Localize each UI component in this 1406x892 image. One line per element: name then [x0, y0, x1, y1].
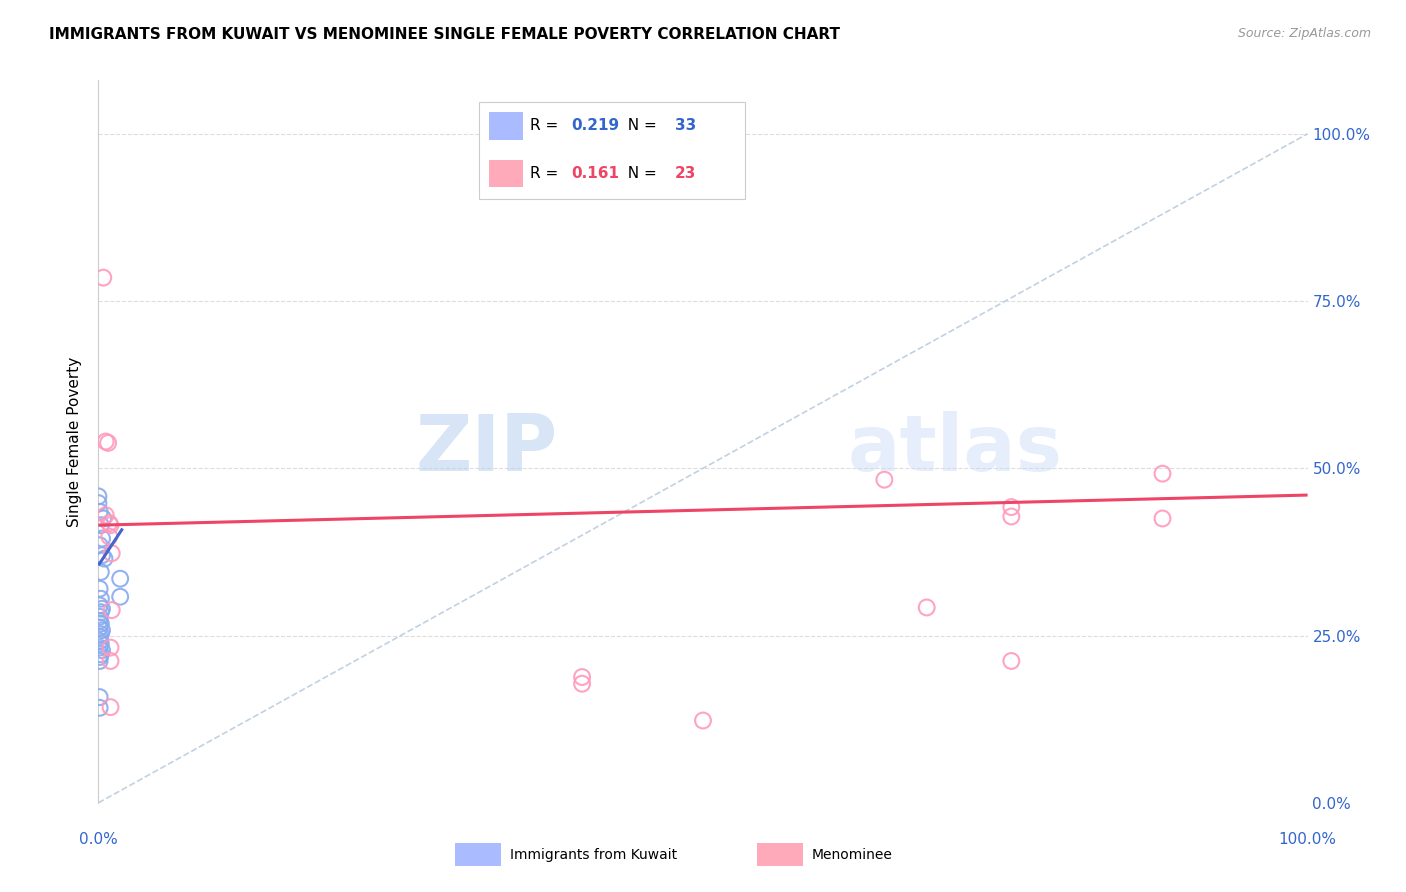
Point [94, 434, 117, 449]
Point [97, 435, 120, 450]
Point [89, 690, 111, 705]
Text: atlas: atlas [848, 410, 1063, 487]
Point [1152, 511, 1174, 525]
Text: 100.0%: 100.0% [1278, 831, 1337, 847]
Text: 0.161: 0.161 [571, 166, 619, 181]
Point [90, 591, 112, 606]
Point [108, 572, 131, 586]
Point [915, 600, 938, 615]
Point [89, 633, 111, 648]
Text: ZIP: ZIP [416, 410, 558, 487]
Point [89, 630, 111, 644]
Point [571, 676, 593, 690]
Text: N =: N = [619, 166, 662, 181]
Point [98, 516, 121, 530]
Point [100, 640, 122, 655]
FancyBboxPatch shape [489, 160, 523, 187]
Point [91, 623, 114, 637]
Point [89, 649, 111, 664]
Point [90, 518, 112, 533]
FancyBboxPatch shape [489, 112, 523, 139]
Text: 0.219: 0.219 [571, 119, 619, 133]
Point [1000, 509, 1022, 524]
Point [89, 654, 111, 668]
Point [91, 270, 114, 285]
Point [108, 590, 131, 604]
Text: Source: ZipAtlas.com: Source: ZipAtlas.com [1237, 27, 1371, 40]
Point [1000, 500, 1022, 514]
Point [90, 565, 112, 579]
Point [90, 627, 112, 641]
Text: R =: R = [530, 166, 564, 181]
Point [91, 532, 114, 546]
FancyBboxPatch shape [456, 843, 501, 866]
Point [93, 551, 115, 566]
Point [91, 643, 114, 657]
Point [692, 714, 714, 728]
Point [91, 548, 114, 563]
FancyBboxPatch shape [479, 102, 745, 200]
Point [100, 654, 122, 668]
Point [100, 700, 122, 714]
Point [89, 701, 111, 715]
Y-axis label: Single Female Poverty: Single Female Poverty [67, 357, 83, 526]
Text: N =: N = [619, 119, 662, 133]
Point [98, 530, 121, 544]
Text: Menominee: Menominee [811, 847, 893, 862]
Point [1000, 654, 1022, 668]
Point [94, 508, 117, 523]
Point [87, 489, 110, 503]
Point [90, 648, 112, 662]
Point [91, 602, 114, 616]
Text: R =: R = [530, 119, 564, 133]
Point [89, 621, 111, 635]
Point [87, 496, 110, 510]
Point [89, 610, 111, 624]
Point [692, 123, 714, 137]
Point [1152, 467, 1174, 481]
Point [873, 473, 896, 487]
Text: Immigrants from Kuwait: Immigrants from Kuwait [509, 847, 676, 862]
Point [90, 616, 112, 631]
Text: IMMIGRANTS FROM KUWAIT VS MENOMINEE SINGLE FEMALE POVERTY CORRELATION CHART: IMMIGRANTS FROM KUWAIT VS MENOMINEE SING… [49, 27, 841, 42]
Point [100, 546, 122, 560]
Point [89, 538, 111, 552]
Point [90, 605, 112, 619]
Point [89, 599, 111, 613]
Point [89, 614, 111, 628]
Point [571, 670, 593, 684]
Point [89, 505, 111, 519]
Point [90, 637, 112, 651]
Text: 0.0%: 0.0% [79, 831, 118, 847]
Text: 23: 23 [675, 166, 696, 181]
Point [89, 640, 111, 655]
FancyBboxPatch shape [758, 843, 803, 866]
Text: 33: 33 [675, 119, 696, 133]
Point [89, 582, 111, 596]
Point [100, 603, 122, 617]
Point [91, 511, 114, 525]
Point [100, 518, 122, 533]
